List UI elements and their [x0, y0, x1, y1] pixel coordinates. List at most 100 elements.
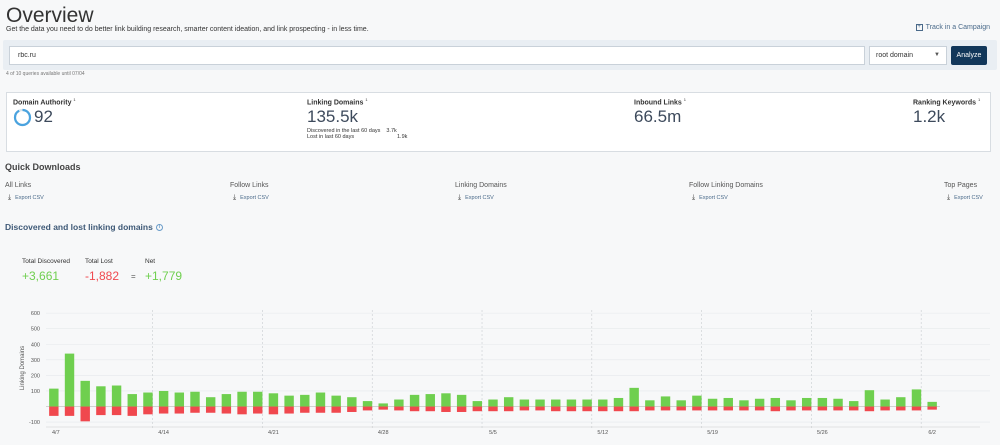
export-csv-link[interactable]: ⤓ Export CSV — [947, 194, 983, 201]
lost-bar — [660, 406, 671, 411]
track-campaign-link[interactable]: + Track in a Campaign — [915, 24, 990, 31]
discovered-bar — [111, 385, 122, 407]
discovered-bar — [660, 396, 671, 407]
search-input[interactable] — [9, 46, 865, 65]
export-csv-link[interactable]: ⤓ Export CSV — [692, 194, 728, 201]
discovered-bar — [127, 394, 137, 407]
download-label: Linking Domains — [455, 182, 507, 189]
ranking-keywords-value: 1.2k — [913, 107, 946, 127]
x-tick-label: 6/2 — [928, 430, 936, 436]
y-tick-label: 400 — [31, 342, 40, 348]
lost-bar — [645, 406, 655, 411]
export-csv-link[interactable]: ⤓ Export CSV — [233, 194, 269, 201]
lost-bar — [519, 406, 530, 411]
lost-bar — [707, 406, 718, 411]
discovered-bar — [629, 387, 639, 407]
discovered-bar — [770, 397, 781, 407]
lost-bar — [268, 406, 279, 415]
lost-bar — [754, 406, 765, 411]
scope-select[interactable]: root domain ▼ — [869, 46, 947, 65]
discovered-bar — [378, 403, 388, 407]
download-icon: ⤓ — [458, 194, 462, 201]
equals-sign: = — [131, 272, 136, 281]
discovered-bar — [362, 401, 373, 407]
y-tick-label: 100 — [31, 389, 40, 395]
metrics-panel: Domain Authority 1 92 Linking Domains 1 … — [6, 92, 991, 152]
download-follow-linking-domains: Follow Linking Domains ⤓ Export CSV — [689, 182, 763, 202]
total-lost: Total Lost -1,882 — [85, 258, 119, 283]
discovered-bar — [425, 394, 435, 407]
lost-bar — [456, 406, 467, 412]
lost-bar — [315, 406, 326, 413]
page-title: Overview — [6, 4, 94, 27]
discovered-bar — [441, 393, 451, 407]
x-tick-label: 5/19 — [707, 430, 718, 436]
discovered-bar — [739, 400, 749, 407]
linking-domains-value: 135.5k — [307, 107, 359, 127]
discovered-bar — [488, 399, 498, 407]
lost-60-label: Lost in last 60 days — [307, 134, 355, 141]
discovered-bar — [503, 397, 514, 407]
lost-bar — [817, 406, 828, 411]
lost-bar — [582, 406, 592, 412]
download-icon: ⤓ — [947, 194, 951, 201]
lost-bar — [598, 406, 608, 412]
total-lost-label: Total Lost — [85, 258, 113, 265]
lost-bar — [786, 406, 796, 411]
discovered-bar — [331, 395, 341, 407]
lost-bar — [723, 406, 733, 411]
lost-bar — [158, 406, 169, 414]
export-csv-link[interactable]: ⤓ Export CSV — [458, 194, 494, 201]
discovered-lost-chart: 600 500 400 300 200 100 -100 Linking Domains 4/7… — [20, 310, 990, 436]
discovered-bar — [864, 390, 875, 407]
lost-bar — [613, 406, 624, 412]
lost-bar — [833, 406, 843, 411]
lost-bar — [676, 406, 686, 411]
discovered-bar — [190, 391, 200, 407]
metric-ranking-keywords: Ranking Keywords 1 1.2k — [913, 97, 981, 127]
lost-bar — [300, 406, 310, 413]
info-icon[interactable]: i — [155, 223, 163, 231]
linking-domains-label: Linking Domains — [307, 99, 364, 107]
discovered-bar — [551, 399, 561, 407]
download-linking-domains: Linking Domains ⤓ Export CSV — [455, 182, 507, 202]
discovered-bar — [786, 400, 796, 407]
discovered-bar — [598, 399, 608, 407]
discovered-bar — [645, 400, 655, 407]
lost-bar — [64, 406, 75, 416]
x-tick-label: 4/7 — [52, 430, 60, 436]
discovered-bar — [817, 397, 828, 407]
y-tick-label: 600 — [31, 311, 40, 317]
metric-linking-domains: Linking Domains 1 135.5k Discovered in t… — [307, 97, 408, 141]
discovered-60-label: Discovered in the last 60 days — [307, 128, 381, 135]
lost-bar — [472, 406, 483, 412]
y-tick-label: -100 — [29, 420, 40, 426]
x-tick-label: 5/5 — [489, 430, 497, 436]
discovered-bar — [896, 397, 906, 407]
export-csv-link[interactable]: ⤓ Export CSV — [8, 194, 44, 201]
lost-bar — [927, 406, 937, 410]
lost-bar — [49, 406, 59, 416]
discovered-bar — [409, 394, 420, 407]
discovered-bar — [96, 386, 106, 407]
discovered-bar — [723, 397, 733, 407]
discovered-bar — [80, 380, 90, 407]
download-icon: ⤓ — [233, 194, 237, 201]
scope-select-value: root domain — [876, 52, 913, 59]
discovered-bar — [801, 397, 812, 407]
discovered-bar — [833, 398, 843, 407]
analyze-button[interactable]: Analyze — [951, 46, 987, 65]
quick-downloads-title: Quick Downloads — [5, 162, 81, 172]
download-label: Follow Linking Domains — [689, 182, 763, 189]
discovered-bar — [221, 394, 232, 407]
x-tick-label: 4/28 — [378, 430, 389, 436]
download-icon: ⤓ — [8, 194, 12, 201]
lost-bar — [441, 406, 451, 412]
download-label: Follow Links — [230, 182, 269, 189]
discovered-bar — [64, 353, 75, 407]
domain-authority-value: 92 — [34, 107, 53, 127]
lost-bar — [331, 406, 341, 413]
y-tick-label: 200 — [31, 373, 40, 379]
lost-bar — [535, 406, 545, 411]
y-tick-label: 300 — [31, 358, 40, 364]
